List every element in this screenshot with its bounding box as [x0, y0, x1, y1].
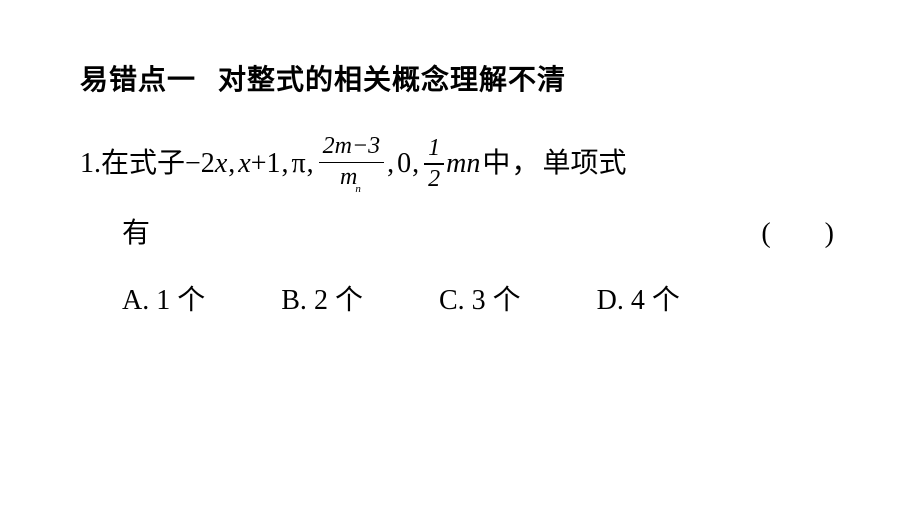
sep-5: ,	[412, 134, 419, 194]
frac1-num-b: −3	[352, 133, 380, 159]
expr-frac2-den: 2	[424, 167, 444, 192]
expr-zero: 0	[397, 134, 411, 194]
frac1-num-var: m	[335, 133, 352, 159]
paren-open: (	[761, 218, 770, 249]
question-line-2: 有 ()	[80, 204, 840, 264]
question-line2-left: 有	[122, 204, 150, 264]
option-d: D. 4 个	[597, 276, 680, 326]
frac1-den-sub: n	[355, 183, 361, 195]
question-prefix: 在式子	[101, 134, 185, 194]
question-number: 1.	[80, 134, 101, 194]
question-mid: 中	[482, 134, 510, 194]
sep-6: ，	[511, 134, 539, 194]
expr-xplus1-rest: +1	[251, 134, 281, 194]
section-heading: 易错点一对整式的相关概念理解不清	[80, 58, 840, 98]
expr-pi: π	[291, 134, 305, 194]
option-a-text: 1 个	[149, 285, 205, 316]
option-b-letter: B.	[281, 285, 307, 316]
question-line-1: 1. 在式子 −2x , x+1 , π , 2m−3 mn , 0 , 1 2…	[80, 134, 840, 194]
expr-frac2-num: 1	[424, 136, 444, 161]
paren-close: )	[825, 218, 834, 249]
option-d-text: 4 个	[624, 285, 680, 316]
option-b: B. 2 个	[281, 276, 363, 326]
heading-right: 对整式的相关概念理解不清	[218, 65, 566, 96]
option-c-text: 3 个	[465, 285, 521, 316]
option-b-text: 2 个	[307, 285, 363, 316]
expr-mn: mn	[446, 134, 480, 194]
answer-parentheses: ()	[761, 204, 834, 264]
question-suffix: 单项式	[542, 134, 626, 194]
sep-1: ,	[228, 134, 235, 194]
expr-frac1: 2m−3 mn	[319, 134, 385, 193]
expr-neg2x-var: x	[215, 134, 227, 194]
expr-frac1-num: 2m−3	[319, 134, 385, 159]
expr-xplus1-var: x	[238, 134, 250, 194]
expr-frac2: 1 2	[424, 136, 444, 192]
expr-neg2x: −2x	[185, 134, 227, 194]
fraction-bar-icon	[424, 163, 444, 165]
expr-frac1-den: mn	[336, 165, 367, 193]
heading-left: 易错点一	[80, 65, 196, 96]
expr-xplus1: x+1	[238, 134, 280, 194]
frac1-num-a: 2	[323, 133, 335, 159]
option-a-letter: A.	[122, 285, 149, 316]
options-row: A. 1 个 B. 2 个 C. 3 个 D. 4 个	[80, 276, 840, 326]
fraction-bar-icon	[319, 162, 385, 164]
option-c: C. 3 个	[439, 276, 521, 326]
option-a: A. 1 个	[122, 276, 205, 326]
option-c-letter: C.	[439, 285, 465, 316]
option-d-letter: D.	[597, 285, 624, 316]
sep-3: ,	[307, 134, 314, 194]
expr-neg2x-num: −2	[185, 134, 215, 194]
sep-2: ,	[281, 134, 288, 194]
sep-4: ,	[387, 134, 394, 194]
